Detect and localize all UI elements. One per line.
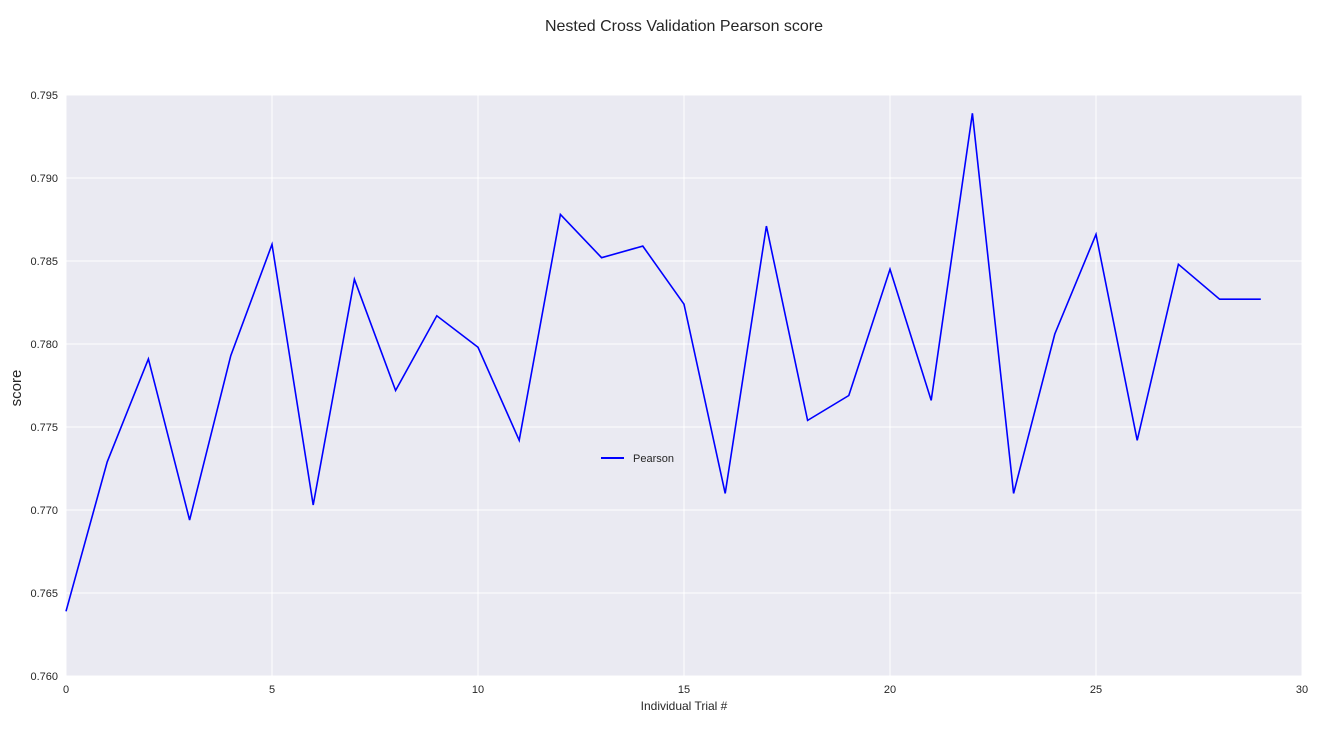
- series-group: [65, 113, 1261, 612]
- x-tick-label: 5: [269, 684, 275, 696]
- x-tick-label: 20: [884, 684, 896, 696]
- series-line-pearson: [65, 113, 1261, 612]
- y-tick-label: 0.790: [30, 173, 58, 185]
- x-tick-label: 0: [63, 684, 69, 696]
- x-tick-label: 30: [1296, 684, 1308, 696]
- gridlines: [65, 94, 1303, 677]
- y-tick-label: 0.775: [30, 422, 58, 434]
- y-tick-label: 0.760: [30, 671, 58, 683]
- legend-label-pearson: Pearson: [633, 453, 674, 465]
- y-tick-label: 0.765: [30, 588, 58, 600]
- y-tick-label: 0.795: [30, 90, 58, 102]
- x-tick-label: 15: [678, 684, 690, 696]
- y-axis-label: score: [8, 370, 25, 407]
- y-axis-ticks: 0.760 0.765 0.770 0.775 0.780 0.785 0.790 0.795: [30, 90, 58, 683]
- x-tick-label: 10: [472, 684, 484, 696]
- x-axis-label: Individual Trial #: [641, 699, 728, 713]
- y-tick-label: 0.785: [30, 256, 58, 268]
- x-axis-ticks: 0 5 10 15 20 25 30: [63, 684, 1308, 696]
- y-tick-label: 0.780: [30, 339, 58, 351]
- y-tick-label: 0.770: [30, 505, 58, 517]
- legend: Pearson: [601, 453, 674, 465]
- x-tick-label: 25: [1090, 684, 1102, 696]
- chart-title: Nested Cross Validation Pearson score: [545, 18, 823, 35]
